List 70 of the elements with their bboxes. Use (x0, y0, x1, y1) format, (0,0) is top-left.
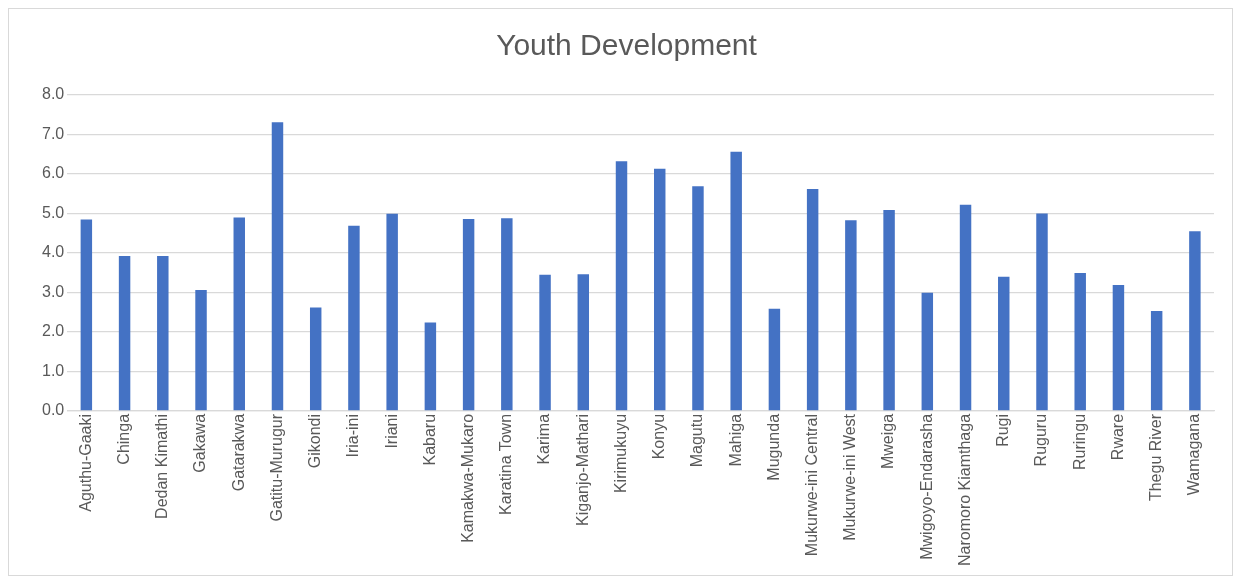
x-tick-label: Chinga (114, 413, 132, 465)
x-tick-label: Kamakwa-Mukaro (459, 413, 477, 543)
bar (615, 161, 628, 411)
x-tick-label: Mwigoyo-Endarasha (917, 413, 935, 560)
bar (1150, 311, 1163, 411)
y-tick-label: 4.0 (41, 243, 65, 261)
bar (462, 219, 475, 411)
x-tick-label: Mukurwe-ini West (841, 413, 859, 541)
bar (1189, 231, 1201, 411)
x-tick-label: Rware (1108, 413, 1126, 461)
y-tick-label: 7.0 (41, 124, 65, 142)
x-tick-label: Karima (535, 413, 553, 465)
x-tick-label: Gatarakwa (229, 413, 247, 492)
x-tick-label: Kabaru (420, 413, 438, 466)
bar (921, 292, 934, 411)
bar (1112, 284, 1125, 411)
bar (577, 274, 590, 411)
x-tick-label: Ruguru (1032, 413, 1050, 467)
bar (348, 225, 360, 411)
x-tick-label: Iriani (382, 413, 400, 449)
bar (806, 188, 819, 411)
x-tick-label: Naromoro Kiamthaga (955, 413, 973, 567)
x-tick-label: Gatitu-Murugur (267, 413, 285, 522)
bar (539, 274, 551, 411)
bar (730, 151, 742, 411)
bar (80, 219, 93, 411)
bar (386, 213, 398, 411)
bar (1074, 273, 1086, 411)
bar (692, 186, 704, 411)
bar (271, 122, 284, 411)
x-tick-label: Rugi (994, 413, 1012, 447)
x-tick-label: Konyu (650, 413, 668, 460)
bar (959, 204, 972, 411)
bar (654, 168, 666, 411)
bar (424, 322, 437, 411)
x-tick-label: Dedan Kimathi (153, 413, 171, 519)
bar (195, 290, 207, 411)
x-tick-label: Karatina Town (497, 413, 515, 516)
bar (1036, 213, 1048, 411)
y-tick-label: 5.0 (41, 203, 65, 221)
x-tick-label: Mukurwe-ini Central (803, 413, 821, 557)
x-tick-label: Magutu (688, 413, 706, 468)
bar (845, 220, 857, 411)
x-tick-label: Kiganjo-Mathari (573, 413, 591, 526)
y-tick-label: 0.0 (41, 401, 65, 419)
x-tick-label: Iria-ini (344, 413, 362, 458)
bar (309, 307, 322, 411)
x-tick-label: Ruringu (1070, 413, 1088, 470)
y-tick-label: 2.0 (41, 322, 65, 340)
x-tick-label: Aguthu-Gaaki (76, 413, 94, 512)
bar (883, 209, 895, 411)
x-tick-label: Mweiga (879, 413, 897, 470)
bar (157, 256, 169, 411)
x-tick-label: Thegu River (1147, 413, 1165, 502)
y-tick-label: 3.0 (41, 282, 65, 300)
x-tick-label: Gakawa (191, 413, 209, 473)
bar (768, 308, 781, 411)
bar (998, 276, 1010, 411)
y-tick-label: 8.0 (41, 85, 65, 103)
chart-title: Youth Development (496, 28, 758, 62)
bar (233, 217, 245, 411)
x-tick-label: Mugunda (764, 413, 782, 481)
x-tick-label: Wamagana (1185, 413, 1203, 496)
bar (501, 218, 513, 411)
y-tick-label: 1.0 (41, 361, 65, 379)
x-tick-label: Kirimukuyu (611, 413, 629, 494)
x-tick-label: Gikondi (306, 413, 324, 469)
bar (118, 256, 131, 411)
y-tick-label: 6.0 (41, 164, 65, 182)
x-tick-label: Mahiga (726, 413, 744, 467)
